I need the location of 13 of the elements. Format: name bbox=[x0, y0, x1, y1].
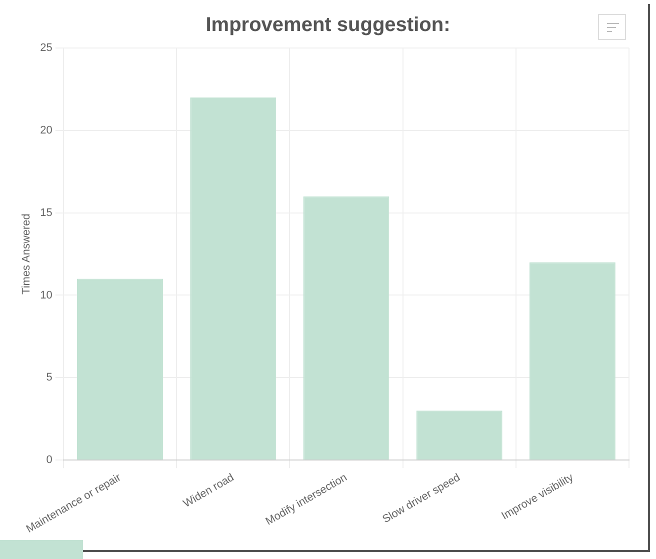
bar bbox=[529, 262, 616, 460]
y-tick-label: 20 bbox=[40, 124, 52, 136]
bar bbox=[416, 410, 502, 460]
y-axis-title: Times Answered bbox=[20, 214, 33, 294]
y-tick-label: 15 bbox=[40, 206, 52, 219]
chart-title: Improvement suggestion: bbox=[204, 14, 452, 37]
y-tick-label: 0 bbox=[46, 454, 52, 466]
y-tick-label: 10 bbox=[40, 289, 52, 302]
y-tick-label: 25 bbox=[40, 42, 52, 54]
bar bbox=[303, 196, 390, 460]
y-tick-label: 5 bbox=[46, 372, 52, 384]
bar bbox=[77, 278, 163, 460]
bar bbox=[190, 97, 276, 460]
